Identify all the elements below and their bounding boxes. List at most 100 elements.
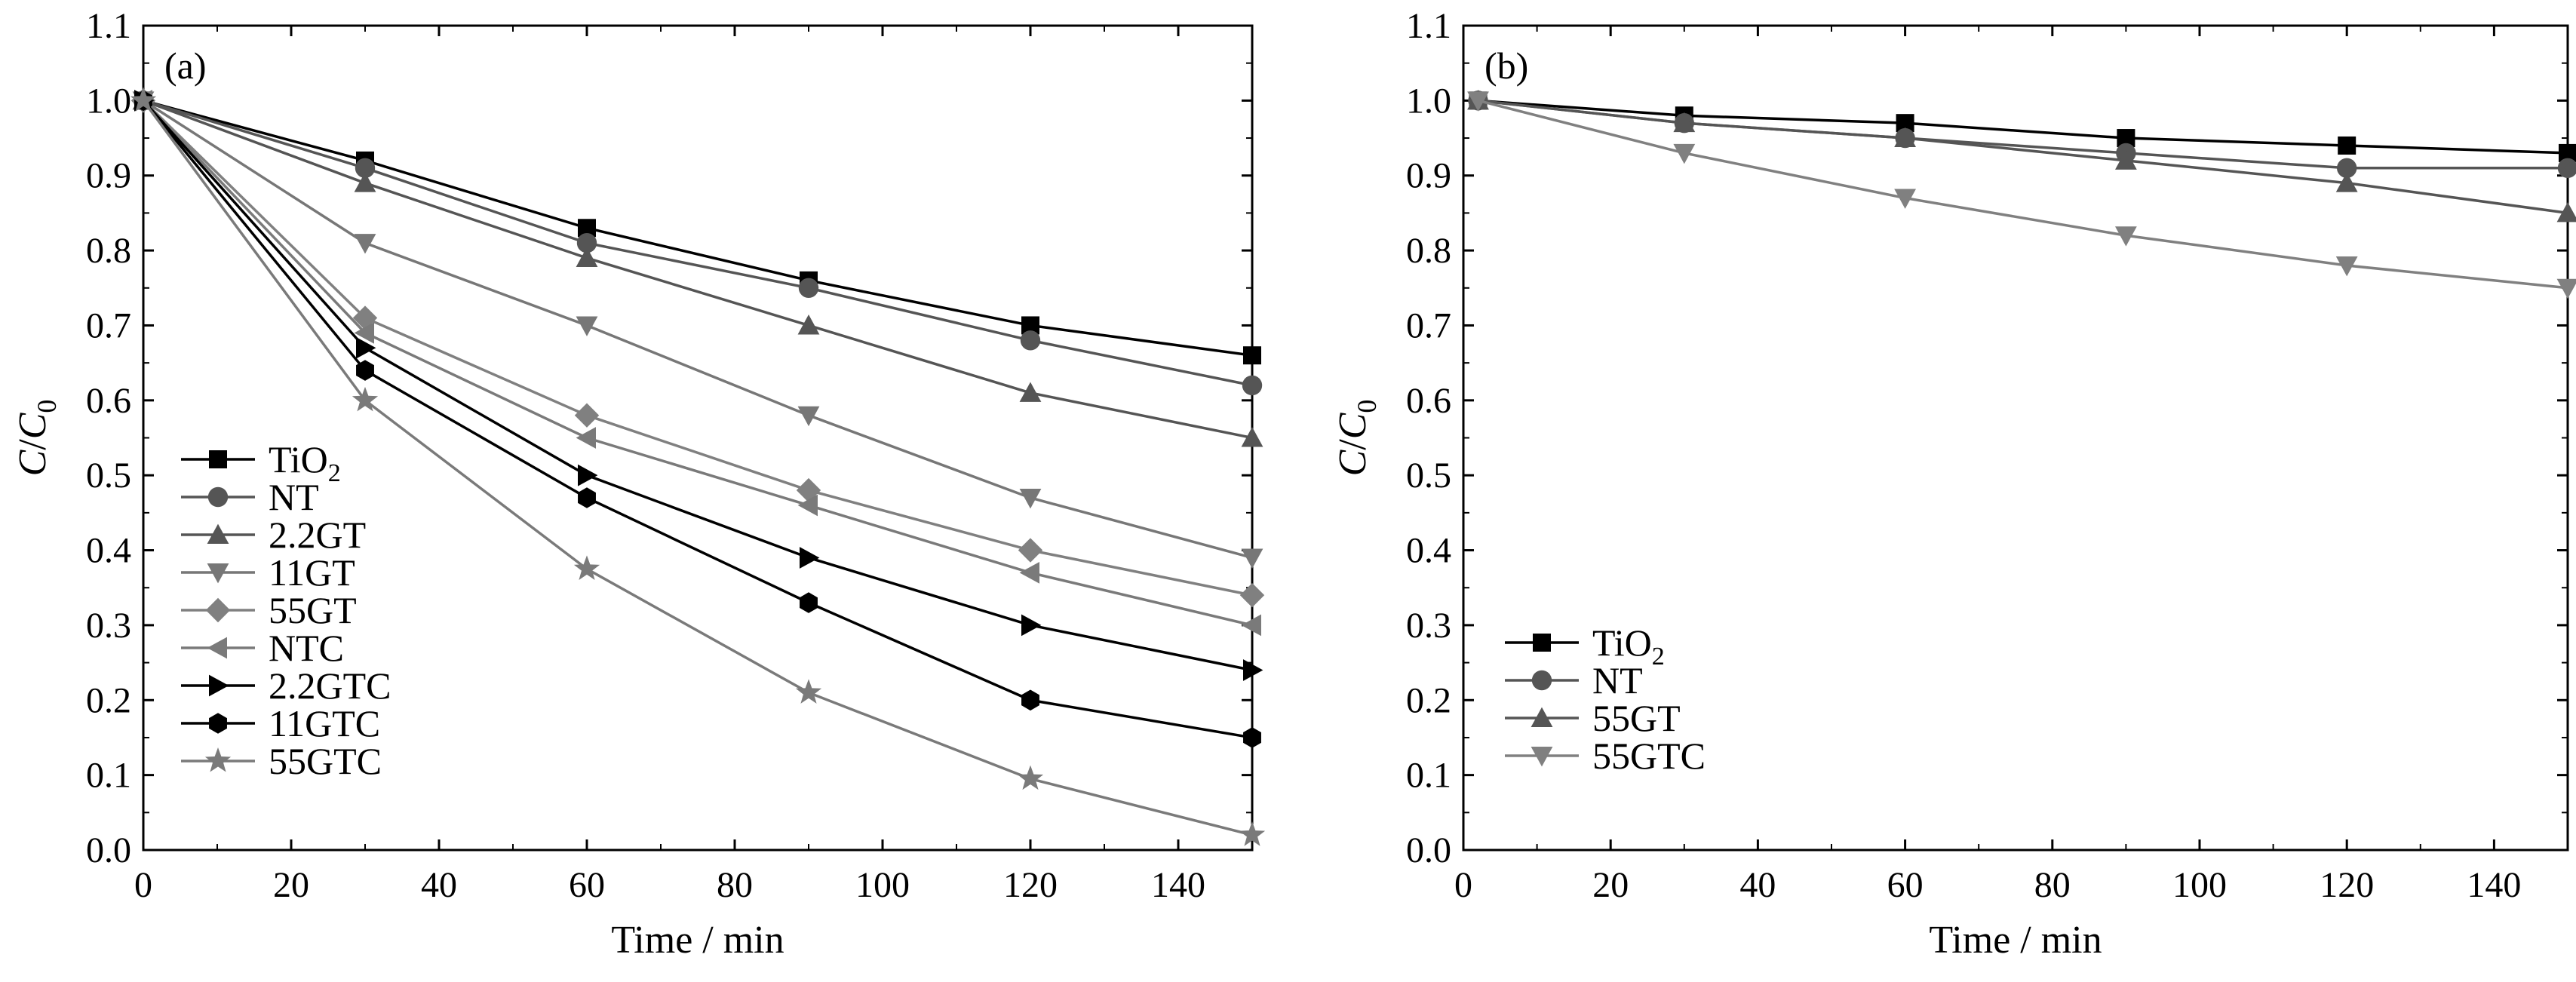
series-line [1478, 99, 2568, 155]
y-tick-label: 0.2 [86, 680, 131, 720]
data-point [1241, 614, 1261, 637]
y-tick-label: 0.7 [86, 305, 131, 345]
y-tick-label: 0.3 [86, 606, 131, 646]
legend-label: 2.2GTC [269, 664, 391, 707]
y-tick-label: 0.0 [86, 830, 131, 870]
legend-item: NT [1505, 659, 1643, 701]
y-tick-label: 0.4 [86, 531, 131, 571]
legend-label-text: NT [1592, 659, 1643, 701]
data-point [1239, 821, 1266, 846]
data-point [2556, 202, 2576, 222]
y-tick-label: 0.3 [1406, 606, 1451, 646]
series-nt [1468, 91, 2576, 178]
legend-marker [205, 597, 231, 623]
data-point [1242, 375, 1263, 396]
y-tick-label: 0.9 [86, 156, 131, 196]
legend-label: 11GTC [269, 702, 380, 744]
data-point [2338, 136, 2356, 155]
data-point [578, 464, 598, 486]
legend-marker [207, 523, 229, 544]
y-axis-label-sub: 0 [32, 400, 62, 413]
data-point [1894, 127, 1916, 148]
data-point [2335, 172, 2358, 192]
legend-label-sub: 2 [1652, 643, 1665, 671]
legend-label: 11GT [269, 551, 355, 594]
data-point [1673, 143, 1696, 164]
series-line [143, 99, 1253, 560]
y-axis-label: C/C0 [11, 400, 62, 477]
legend-label-sub: 2 [328, 459, 341, 487]
legend-marker [207, 563, 229, 584]
data-point [1467, 91, 1489, 112]
legend-label-text: 11GT [269, 551, 355, 594]
x-tick-label: 80 [717, 865, 753, 905]
y-tick-label: 0.6 [86, 381, 131, 421]
y-tick-label: 0.4 [1406, 531, 1451, 571]
legend-label-text: TiO [269, 438, 328, 480]
legend-item: TiO2 [181, 438, 341, 487]
legend-item: NT [181, 476, 319, 518]
legend-label: 55GTC [1592, 735, 1706, 777]
y-tick-label: 0.1 [86, 756, 131, 796]
legend-marker [209, 674, 229, 697]
y-axis-label-c0: C [1331, 412, 1374, 439]
series-tio2 [134, 91, 1261, 365]
data-point [354, 321, 374, 344]
y-axis-label-c0: C [11, 412, 54, 439]
legend-label-text: 2.2GT [269, 514, 366, 556]
legend-label-text: 55GT [1592, 697, 1681, 739]
series-line [143, 99, 1253, 440]
y-axis-label-c: C [11, 449, 54, 476]
x-tick-label: 0 [1454, 865, 1472, 905]
legend-marker [209, 450, 227, 468]
y-tick-label: 0.8 [1406, 231, 1451, 271]
data-point [356, 336, 376, 359]
x-tick-label: 60 [1887, 865, 1924, 905]
series-55gt [1467, 89, 2576, 222]
data-point [800, 547, 820, 569]
series-line [142, 100, 1253, 597]
x-tick-label: 20 [1592, 865, 1629, 905]
data-point [576, 232, 597, 253]
x-tick-label: 40 [421, 865, 457, 905]
legend-label: 55GT [1592, 697, 1681, 739]
legend-marker [1531, 747, 1553, 767]
data-point [1019, 488, 1042, 509]
legend-label-text: NTC [269, 627, 344, 669]
legend-label: 2.2GT [269, 514, 366, 556]
data-point [574, 403, 600, 428]
data-point [1894, 189, 1916, 209]
legend-item: 11GT [181, 551, 355, 594]
data-point [1019, 382, 1042, 402]
legend-label-text: 55GTC [1592, 735, 1706, 777]
panel-label: (a) [164, 44, 207, 87]
legend-item: 2.2GT [181, 514, 366, 556]
y-tick-label: 0.5 [86, 456, 131, 496]
legend-label: TiO2 [269, 438, 341, 487]
legend-marker [209, 713, 227, 734]
legend-item: 55GTC [1505, 735, 1706, 777]
series-line [1478, 99, 2568, 215]
data-point [1021, 689, 1039, 711]
data-point [1017, 765, 1044, 790]
x-tick-label: 40 [1739, 865, 1776, 905]
x-tick-label: 80 [2034, 865, 2071, 905]
data-point [356, 360, 374, 381]
data-point [2337, 158, 2357, 178]
data-point [1018, 538, 1043, 563]
y-tick-label: 1.1 [86, 6, 131, 46]
y-axis-label-sub: 0 [1352, 400, 1382, 413]
legend-label-text: TiO [1592, 621, 1652, 664]
data-point [2559, 143, 2576, 162]
legend-label: NT [269, 476, 319, 518]
data-point [1020, 330, 1041, 351]
legend-marker [207, 637, 227, 659]
y-axis-label-c: C [1331, 449, 1374, 476]
data-point [1241, 548, 1263, 569]
x-tick-label: 60 [569, 865, 605, 905]
panel-label: (b) [1485, 44, 1528, 87]
series-line [142, 100, 1253, 672]
